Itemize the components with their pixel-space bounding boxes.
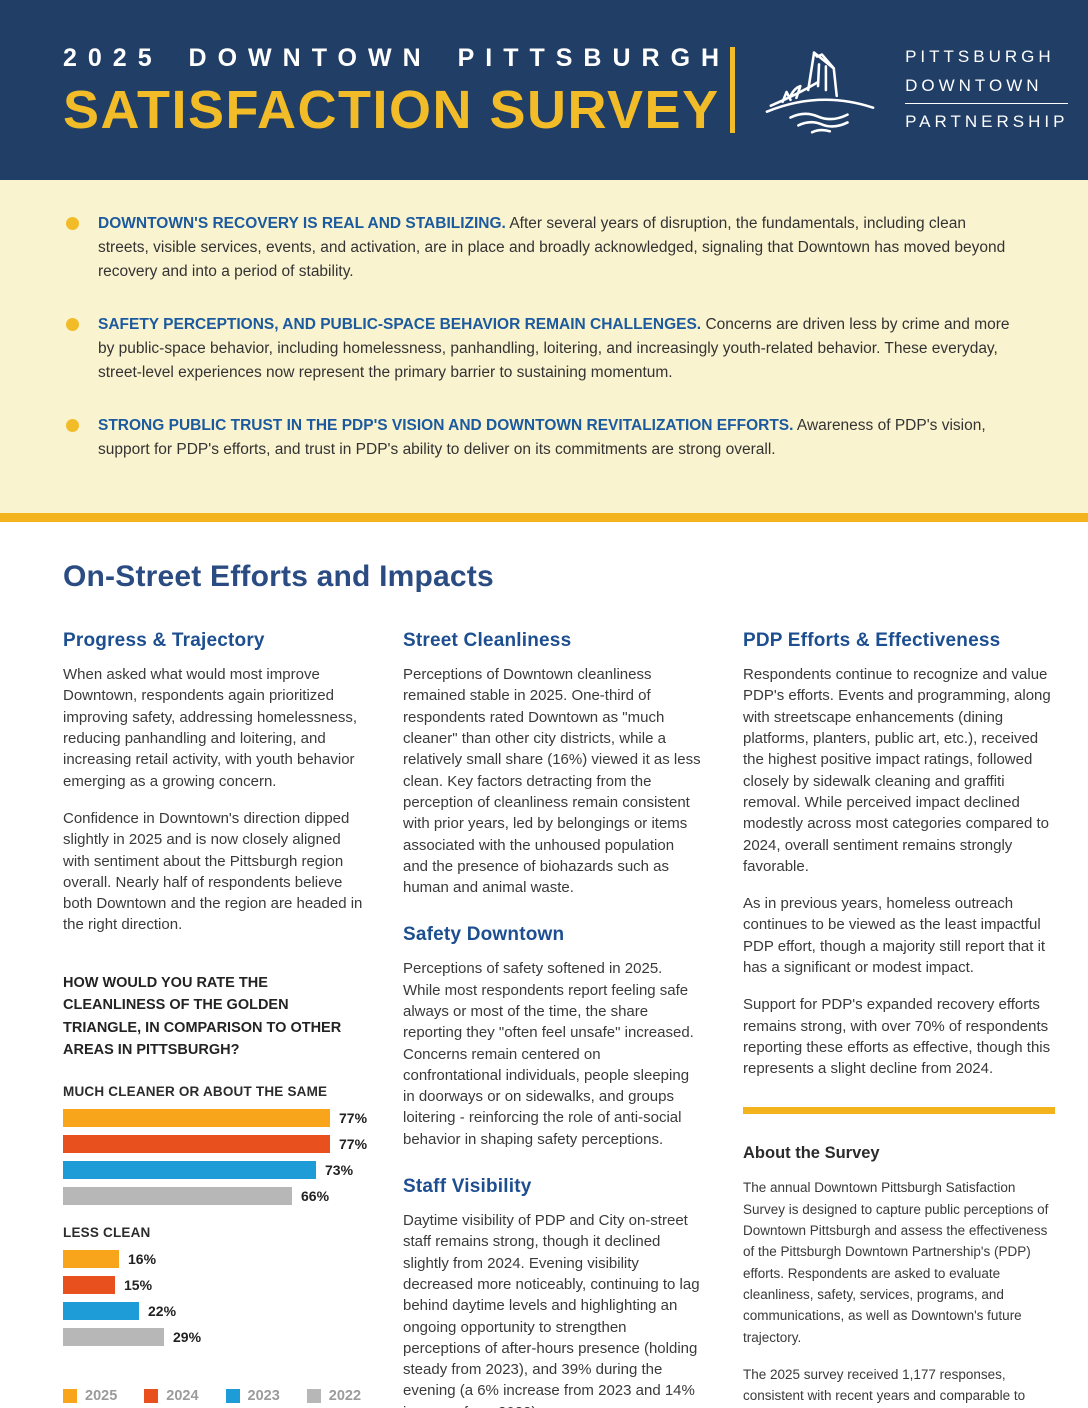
bar-value-label: 77% [339,1109,368,1126]
masthead: 2025 DOWNTOWN PITTSBURGH SATISFACTION SU… [0,0,1088,180]
paragraph: Respondents continue to recognize and va… [743,666,1051,875]
masthead-titles: 2025 DOWNTOWN PITTSBURGH SATISFACTION SU… [63,44,730,137]
bar-set: 77% 77% 73% 66% [63,1108,367,1205]
bar-row-2025: 77% [63,1108,367,1127]
bar-2023 [63,1160,316,1179]
legend-swatch-icon [306,1388,321,1403]
bar-row-2022: 66% [63,1186,363,1205]
bar-value-label: 15% [124,1276,153,1293]
finding-trust: STRONG PUBLIC TRUST IN THE PDP'S VISION … [66,414,1018,462]
legend-item-2022: 2022 [306,1387,362,1404]
chart-group-label: LESS CLEAN [63,1224,151,1240]
chart-legend: 2025 2024 2023 2022 [63,1388,363,1404]
bar-value-label: 73% [325,1161,354,1178]
bar-set: 16% 15% 22% 29% [63,1249,363,1346]
key-findings-band: DOWNTOWN'S RECOVERY IS REAL AND STABILIZ… [0,180,1088,523]
finding-text: SAFETY PERCEPTIONS, AND PUBLIC-SPACE BEH… [98,313,1013,385]
chart-group-much-cleaner: MUCH CLEANER OR ABOUT THE SAME 77% 77% 73%… [63,1083,367,1205]
section-title: On-Street Efforts and Impacts [63,560,494,594]
paragraph: Perceptions of Downtown cleanliness rema… [403,666,701,897]
about-the-survey: About the Survey The annual Downtown Pit… [743,1144,1055,1408]
logo-line-3: PARTNERSHIP [905,112,1069,132]
report-title: SATISFACTION SURVEY [63,79,720,140]
bar-2025 [63,1108,330,1127]
legend-label: 2025 [85,1387,118,1404]
report-kicker: 2025 DOWNTOWN PITTSBURGH [63,43,731,72]
chart-group-less-clean: LESS CLEAN 16% 15% 22% 29% [63,1225,363,1346]
paragraph: Perceptions of safety softened in 2025. … [403,960,694,1148]
bar-2024 [63,1275,115,1294]
legend-swatch-icon [63,1388,77,1403]
bar-value-label: 29% [173,1328,202,1345]
column-street-topics: Street Cleanliness Perceptions of Downto… [403,630,703,1408]
paragraph: The 2025 survey received 1,177 responses… [743,1367,1026,1404]
finding-text: STRONG PUBLIC TRUST IN THE PDP'S VISION … [98,414,1013,462]
bar-2025 [63,1249,119,1268]
heading-pdp-efforts: PDP Efforts & Effectiveness [743,630,1001,652]
column-progress-trajectory: Progress & Trajectory When asked what wo… [63,630,367,1408]
chart-group-label: MUCH CLEANER OR ABOUT THE SAME [63,1083,328,1099]
finding-text: DOWNTOWN'S RECOVERY IS REAL AND STABILIZ… [98,212,1013,284]
legend-item-2025: 2025 [63,1388,117,1404]
heading-safety-downtown: Safety Downtown [403,924,565,946]
finding-body: Awareness of PDP's vision, support for P… [98,417,986,459]
paragraph: When asked what would most improve Downt… [63,666,358,790]
bar-2022 [63,1186,292,1205]
finding-lead: STRONG PUBLIC TRUST IN THE PDP'S VISION … [98,417,794,435]
masthead-divider [730,46,736,133]
finding-body: After several years of disruption, the f… [98,215,1006,281]
bullet-dot-icon [66,419,79,433]
legend-swatch-icon [144,1388,159,1403]
bar-2023 [63,1301,139,1320]
heading-staff-visibility: Staff Visibility [403,1176,532,1198]
bar-row-2022: 29% [63,1327,363,1346]
heading-street-cleanliness: Street Cleanliness [403,630,572,652]
logo-line-2: DOWNTOWN [905,72,1069,105]
masthead-brand: PITTSBURGH DOWNTOWN PARTNERSHIP [730,43,1069,137]
bar-value-label: 22% [148,1302,177,1319]
paragraph: Confidence in Downtown's direction dippe… [63,809,363,934]
bar-row-2023: 73% [63,1160,363,1179]
finding-body: Concerns are driven less by crime and mo… [98,316,1010,382]
legend-swatch-icon [225,1388,240,1403]
legend-item-2024: 2024 [144,1387,199,1404]
bar-row-2024: 15% [63,1275,363,1294]
legend-label: 2022 [328,1387,362,1404]
legend-label: 2023 [247,1387,280,1404]
column-pdp-efforts: PDP Efforts & Effectiveness Respondents … [743,630,1055,1408]
main-content: On-Street Efforts and Impacts Progress &… [0,522,1088,1408]
bar-value-label: 66% [301,1187,330,1204]
paragraph: As in previous years, homeless outreach … [743,895,1046,976]
finding-lead: SAFETY PERCEPTIONS, AND PUBLIC-SPACE BEH… [98,316,702,334]
pdp-skyline-logo-icon [765,51,875,134]
chart-title: HOW WOULD YOU RATE THE CLEANLINESS OF TH… [63,974,342,1059]
legend-item-2023: 2023 [225,1387,280,1404]
bullet-dot-icon [66,318,79,332]
finding-lead: DOWNTOWN'S RECOVERY IS REAL AND STABILIZ… [98,215,506,232]
bullet-dot-icon [66,217,79,230]
heading-about-survey: About the Survey [743,1144,880,1163]
logo-line-1: PITTSBURGH [905,47,1055,67]
paragraph: Support for PDP's expanded recovery effo… [743,996,1051,1078]
bar-row-2023: 22% [63,1301,363,1320]
bar-row-2024: 77% [63,1134,367,1153]
paragraph: Daytime visibility of PDP and City on-st… [403,1212,700,1408]
bar-value-label: 16% [128,1250,157,1267]
legend-label: 2024 [166,1387,199,1404]
heading-progress-trajectory: Progress & Trajectory [63,630,265,652]
bar-row-2025: 16% [63,1249,363,1268]
cleanliness-chart: HOW WOULD YOU RATE THE CLEANLINESS OF TH… [63,972,367,1404]
finding-recovery: DOWNTOWN'S RECOVERY IS REAL AND STABILIZ… [66,212,1018,284]
pdp-logo-wordmark: PITTSBURGH DOWNTOWN PARTNERSHIP [905,43,1069,137]
paragraph: The annual Downtown Pittsburgh Satisfact… [743,1180,1049,1345]
bar-2024 [63,1134,330,1153]
content-columns: Progress & Trajectory When asked what wo… [63,630,1055,1408]
bar-2022 [63,1327,164,1346]
bar-value-label: 77% [339,1135,368,1152]
gold-divider [743,1107,1055,1115]
finding-safety: SAFETY PERCEPTIONS, AND PUBLIC-SPACE BEH… [66,313,1018,385]
